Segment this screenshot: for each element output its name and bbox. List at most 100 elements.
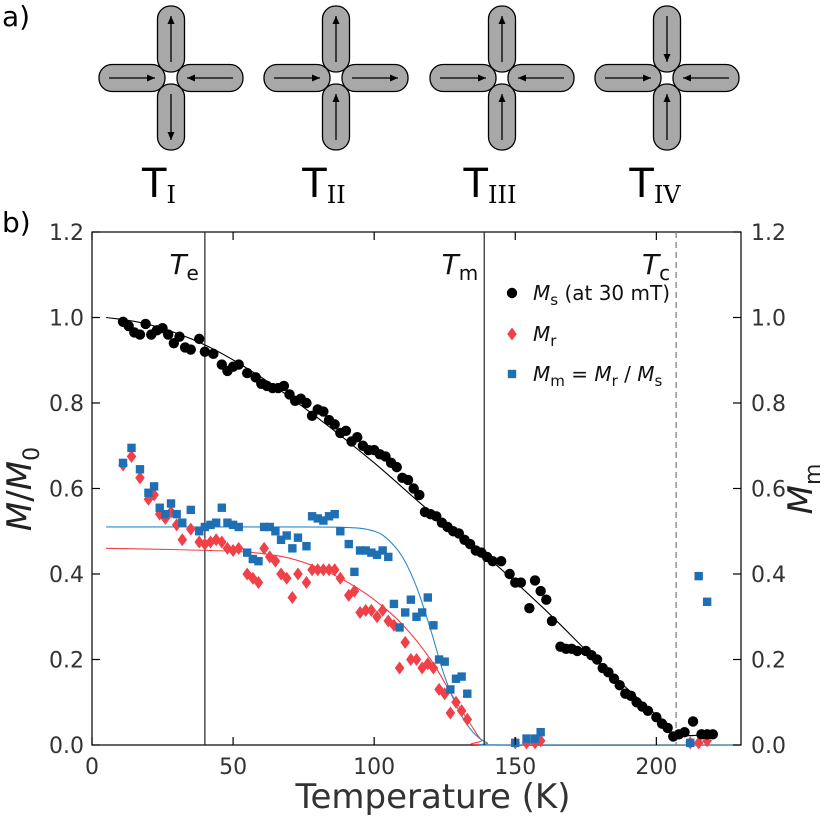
vline-label-Tc: Tc [642, 248, 670, 285]
point-Mm [211, 518, 221, 527]
point-Ms [199, 346, 211, 357]
spin-arrow-right [605, 74, 651, 82]
spin-arrow-right [440, 74, 486, 82]
legend-marker-Mr [507, 327, 517, 341]
point-Ms [233, 359, 244, 370]
point-Mr [270, 554, 281, 568]
point-Mr [228, 543, 238, 557]
point-Mr [307, 563, 317, 577]
point-Mm [522, 734, 531, 743]
vertex-2: TII [263, 5, 409, 209]
point-Mm [144, 488, 153, 497]
point-Mm [248, 554, 258, 564]
point-Ms [495, 555, 507, 567]
point-Mr [693, 736, 704, 750]
vertex-3: TIII [429, 5, 575, 209]
point-Mm [254, 556, 263, 566]
point-Mr [264, 550, 275, 564]
point-Ms [642, 705, 654, 716]
point-Ms [707, 729, 718, 740]
point-Mm [228, 520, 238, 530]
y-axis-label: M/M0 [0, 447, 45, 531]
x-tick-label: 200 [635, 755, 677, 780]
point-Mr [445, 706, 456, 720]
point-Mm [694, 571, 703, 581]
point-Mm [288, 544, 297, 553]
point-Mm [429, 621, 438, 630]
point-Mm [223, 518, 232, 527]
vertex-label-sub: II [327, 181, 346, 209]
point-Mr [205, 535, 216, 549]
point-Mr [462, 712, 473, 726]
point-Mm [302, 542, 311, 551]
point-Mm [378, 546, 387, 555]
point-Ms [194, 333, 205, 345]
point-Mm [324, 512, 334, 521]
point-Mr [149, 488, 159, 502]
point-Mm [161, 509, 170, 519]
point-Ms [591, 654, 603, 665]
y2-tick-label: 0.8 [751, 392, 786, 417]
point-Mr [394, 661, 405, 675]
vline-label-Te: Te [169, 248, 198, 285]
vertex-label-sub: III [488, 181, 516, 209]
legend-marker-Mm [507, 369, 517, 379]
point-Mm [206, 520, 215, 530]
point-Ms [535, 585, 546, 597]
y-tick-label: 1.0 [49, 307, 84, 332]
point-Mr [293, 567, 303, 581]
panel-b-label: b) [2, 206, 31, 239]
y-tick-label: 0.6 [49, 478, 84, 503]
point-Mr [428, 661, 439, 675]
x-tick-label: 100 [353, 755, 395, 780]
chart-area: Te Tm Tc 0 50 100 150 200 0.0 0.0 0.2 0.2 0.4 0.4 0.6… [0, 221, 826, 817]
vertex-label-base: T [301, 161, 327, 207]
vertex-type-label: TII [301, 161, 345, 209]
spin-arrow-left [518, 74, 564, 82]
point-Mr [530, 736, 540, 750]
point-Ms [662, 722, 673, 734]
vertex-diagrams: TI TII TIII TIV [98, 5, 740, 209]
point-Mm [530, 734, 540, 743]
point-Mm [536, 727, 545, 737]
point-Mr [360, 603, 371, 617]
legend-item-Mr: Mr [507, 322, 557, 350]
point-Mr [372, 610, 382, 624]
point-Mm [282, 531, 291, 540]
vertex-1: TI [98, 5, 244, 209]
legend-item-Ms: Ms (at 30 mT) [506, 281, 670, 309]
point-Mr [301, 576, 312, 590]
y2-tick-label: 0.6 [751, 478, 786, 503]
point-Ms [541, 594, 552, 605]
point-Mr [248, 571, 258, 585]
point-Mm [330, 509, 339, 519]
y2-tick-label: 1.2 [751, 221, 786, 246]
spin-arrow-left [187, 74, 233, 82]
spin-arrow-down [167, 94, 175, 140]
point-Mm [118, 458, 128, 468]
point-Ms [352, 432, 363, 443]
point-Ms [391, 461, 402, 473]
point-Ms [162, 329, 174, 340]
point-Mr [135, 471, 145, 485]
point-Mm [217, 503, 226, 512]
point-Mr [259, 541, 269, 555]
point-Mm [389, 599, 399, 609]
point-Mr [160, 511, 171, 525]
x-tick-label: 150 [494, 755, 536, 780]
point-Ms [301, 397, 312, 409]
point-Mm [344, 539, 353, 549]
point-Mr [233, 541, 244, 555]
point-Mr [287, 591, 298, 605]
vertex-label-sub: I [166, 181, 175, 209]
point-Ms [402, 474, 414, 486]
point-Mm [446, 685, 455, 694]
point-Mm [384, 552, 393, 562]
point-Mm [271, 527, 280, 536]
point-Ms [329, 419, 340, 430]
spin-arrow-up [663, 94, 671, 140]
point-Mm [434, 655, 444, 664]
point-Ms [414, 489, 425, 501]
axes: 0 50 100 150 200 0.0 0.0 0.2 0.2 0.4 0.4 0.6 0.6 0.8 0… [49, 221, 786, 780]
vertex-label-base: T [628, 161, 654, 207]
